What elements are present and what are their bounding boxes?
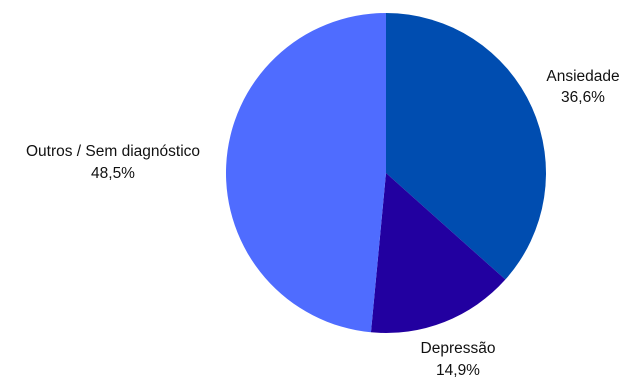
slice-label-ansiedade: Ansiedade (546, 68, 619, 85)
slice-pct-ansiedade: 36,6% (561, 89, 605, 106)
slice-label-outros: Outros / Sem diagnóstico (26, 143, 200, 160)
pie-slice-1 (386, 13, 546, 280)
pie-slices (225, 13, 546, 334)
slice-pct-depressao: 14,9% (436, 362, 480, 378)
pie-slice-2 (370, 173, 506, 334)
slice-label-depressao: Depressão (421, 340, 496, 357)
pie-slice-3 (225, 13, 386, 333)
slice-pct-outros: 48,5% (91, 165, 135, 182)
pie-labels: Ansiedade 36,6% Depressão 14,9% Outros /… (26, 68, 620, 378)
